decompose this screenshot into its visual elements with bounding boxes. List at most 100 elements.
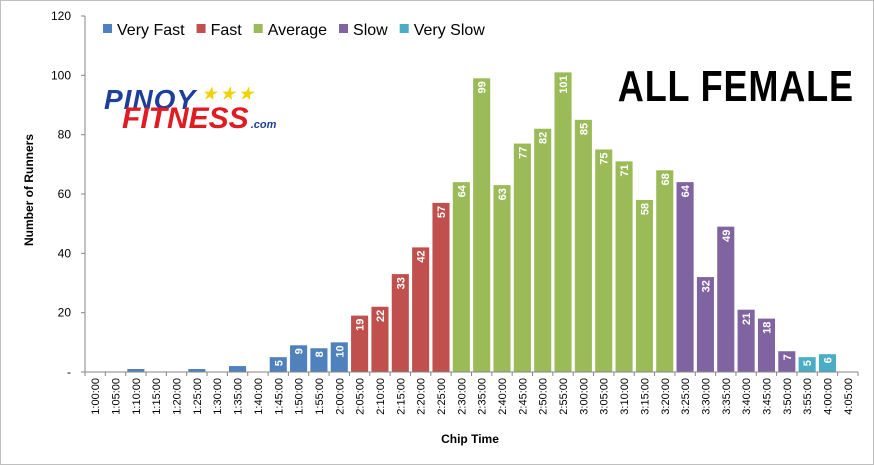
data-label: 82 <box>538 132 550 144</box>
y-tick-label: 40 <box>58 246 72 260</box>
data-labels: 59 8 1019223342576499637782101857571586864… <box>273 75 834 366</box>
x-tick-label: 3:30:00 <box>700 378 712 415</box>
bar <box>493 185 511 372</box>
bar <box>737 309 755 372</box>
logo-word-fitness: FITNESS <box>122 102 249 135</box>
data-label: 33 <box>395 277 407 289</box>
x-tick-label: 2:15:00 <box>395 378 407 415</box>
bar <box>778 351 796 372</box>
data-label: 8 <box>314 351 326 357</box>
x-tick-label: 4:05:00 <box>843 378 855 415</box>
x-tick-label: 3:35:00 <box>721 378 733 415</box>
data-label: 6 <box>822 357 834 363</box>
legend-label: Fast <box>211 22 243 39</box>
data-label: 7 <box>782 354 794 360</box>
data-label: 64 <box>456 184 468 197</box>
data-label: 101 <box>558 75 570 93</box>
x-tick-label: 1:25:00 <box>192 378 204 415</box>
bar <box>676 182 694 372</box>
bar <box>432 202 450 372</box>
x-tick-label: 3:20:00 <box>660 378 672 415</box>
bar <box>717 226 735 372</box>
y-tick-label: 60 <box>58 187 72 201</box>
data-label: 63 <box>497 188 509 200</box>
bar <box>818 354 837 372</box>
x-tick-label: 3:40:00 <box>741 378 753 415</box>
data-label: 68 <box>660 173 672 185</box>
data-label: 99 <box>477 81 489 93</box>
bar <box>310 348 328 372</box>
data-label: 32 <box>700 280 712 292</box>
data-label: 75 <box>599 153 611 165</box>
legend-swatch <box>103 24 112 33</box>
y-axis-title: Number of Runners <box>22 134 36 246</box>
bar <box>127 369 145 372</box>
x-tick-label: 3:50:00 <box>782 378 794 415</box>
x-tick-label: 1:00:00 <box>90 378 102 415</box>
bar <box>635 199 653 372</box>
x-tick-label: 2:25:00 <box>436 378 448 415</box>
legend-swatch <box>339 24 349 33</box>
x-tick-label: 3:00:00 <box>578 378 590 415</box>
x-tick-label: 2:10:00 <box>375 378 387 415</box>
x-tick-label: 1:40:00 <box>253 378 265 415</box>
x-tick-label: 3:15:00 <box>639 378 651 415</box>
x-tick-label: 1:35:00 <box>233 378 245 415</box>
pinoy-fitness-logo: PINOY ★★★ FITNESS .com <box>104 84 324 135</box>
x-tick-label: 1:30:00 <box>212 378 224 415</box>
data-label: 42 <box>416 250 428 262</box>
y-axis: - 20 40 60 80 100 120 <box>51 9 86 379</box>
x-tick-label: 4:00:00 <box>822 378 834 415</box>
bar <box>798 357 816 372</box>
x-tick-label: 2:35:00 <box>477 378 489 415</box>
data-label: 5 <box>273 360 285 366</box>
x-tick-label: 3:05:00 <box>599 378 611 415</box>
chart-title: ALL FEMALE <box>617 62 854 111</box>
x-tick-label: 2:55:00 <box>558 378 570 415</box>
x-tick-label: 1:05:00 <box>111 378 123 415</box>
legend-label: Very Slow <box>414 22 486 39</box>
bar <box>595 149 613 372</box>
bar <box>554 72 572 372</box>
legend-swatch <box>253 24 263 33</box>
bar <box>452 182 470 372</box>
bar <box>330 342 348 372</box>
x-tick-label: 1:45:00 <box>273 378 285 415</box>
bars <box>127 72 837 373</box>
legend: Very Fast Fast Average Slow Very Slow <box>103 22 485 39</box>
bar <box>696 277 714 372</box>
x-tick-label: 2:00:00 <box>334 378 346 415</box>
logo-stars: ★★★ <box>202 86 258 103</box>
x-tick-label: 2:30:00 <box>456 378 468 415</box>
y-tick-label: - <box>67 365 71 379</box>
x-tick-label: 2:40:00 <box>497 378 509 415</box>
x-tick-label: 1:10:00 <box>131 378 143 415</box>
x-tick-label: 3:10:00 <box>619 378 631 415</box>
legend-swatch <box>196 24 206 33</box>
bar <box>269 357 287 372</box>
data-label: 58 <box>639 203 651 215</box>
bar <box>290 345 308 372</box>
data-label: 9 <box>294 348 306 354</box>
x-tick-label: 3:45:00 <box>761 378 773 415</box>
x-tick-label: 2:50:00 <box>538 378 550 415</box>
x-tick-label: 2:45:00 <box>517 378 529 415</box>
data-label: 21 <box>741 313 753 325</box>
x-tick-label: 1:55:00 <box>314 378 326 415</box>
data-label: 77 <box>517 147 529 159</box>
bar <box>615 161 633 372</box>
bar <box>351 315 369 372</box>
x-tick-label: 1:20:00 <box>172 378 184 415</box>
x-tick-label: 3:25:00 <box>680 378 692 415</box>
x-tick-label: 2:20:00 <box>416 378 428 415</box>
logo-dotcom: .com <box>250 119 277 131</box>
y-tick-label: 80 <box>58 128 72 142</box>
data-label: 5 <box>802 360 814 366</box>
x-tick-label: 1:15:00 <box>151 378 163 415</box>
legend-label: Slow <box>353 22 388 39</box>
y-tick-label: 120 <box>51 9 71 23</box>
data-label: 57 <box>436 206 448 218</box>
data-label: 19 <box>355 319 367 331</box>
data-label: 22 <box>375 310 387 322</box>
